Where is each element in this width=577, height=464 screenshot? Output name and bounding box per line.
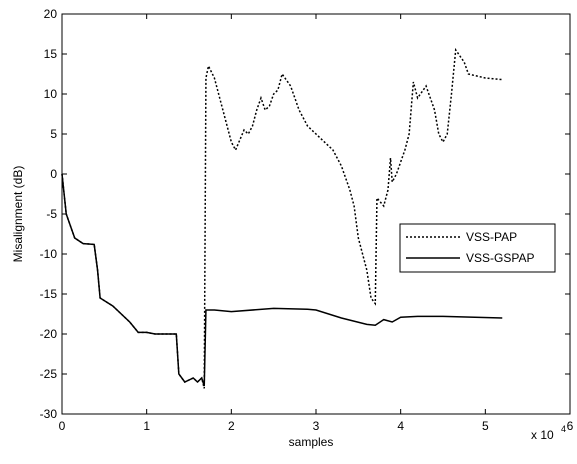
- x-multiplier: x 10: [531, 428, 554, 442]
- x-tick-label: 3: [313, 419, 320, 433]
- y-tick-label: -20: [40, 327, 58, 341]
- x-tick-label: 0: [59, 419, 66, 433]
- x-axis-label: samples: [289, 435, 334, 449]
- x-tick-label: 2: [228, 419, 235, 433]
- series-line: [61, 173, 503, 387]
- y-tick-label: 10: [44, 87, 58, 101]
- y-tick-label: 5: [50, 127, 57, 141]
- y-tick-label: 15: [44, 47, 58, 61]
- y-tick-label: -10: [40, 247, 58, 261]
- legend-box: [399, 223, 556, 273]
- x-tick-label: 1: [143, 419, 150, 433]
- x-tick-label: 5: [482, 419, 489, 433]
- y-tick-label: 20: [44, 7, 58, 21]
- x-tick-label: 4: [397, 419, 404, 433]
- y-tick-label: -15: [40, 287, 58, 301]
- x-tick-label: 6: [567, 419, 574, 433]
- legend-label: VSS-PAP: [466, 230, 517, 244]
- y-tick-label: -25: [40, 367, 58, 381]
- y-tick-label: 0: [50, 167, 57, 181]
- y-tick-label: -30: [40, 407, 58, 421]
- y-axis-label: Misalignment (dB): [11, 166, 25, 263]
- plot-area: [61, 13, 571, 415]
- x-multiplier-exponent: 4: [561, 424, 566, 434]
- y-tick-label: -5: [46, 207, 57, 221]
- legend-label: VSS-GSPAP: [466, 251, 534, 265]
- legend: VSS-PAP VSS-GSPAP: [399, 223, 556, 273]
